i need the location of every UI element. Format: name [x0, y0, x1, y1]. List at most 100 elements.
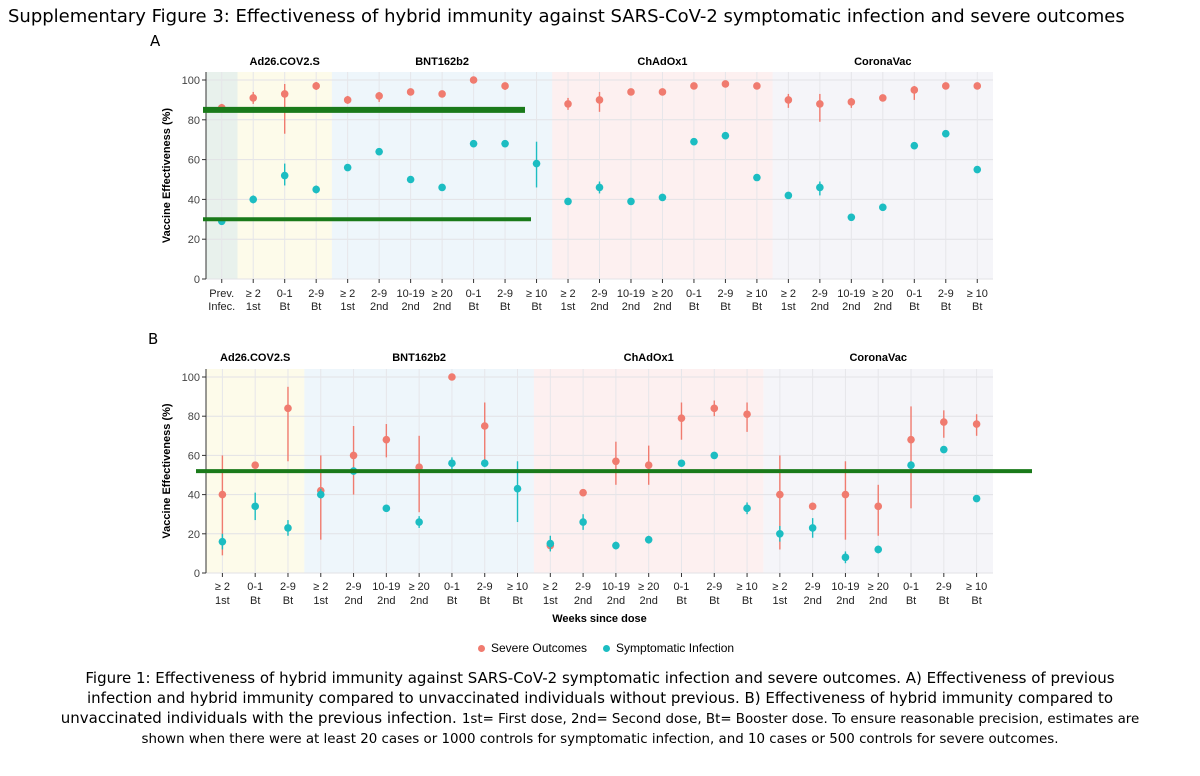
panel-b-x-tick-label-bottom-8: Bt — [480, 595, 490, 607]
panel-b-x-tick-label-top-0: ≥ 2 — [215, 581, 230, 593]
panel-a-x-tick-label-top-6: 10-19 — [397, 288, 425, 300]
legend-dot-severe — [478, 644, 485, 652]
caption-line-3: unvaccinated individuals with the previo… — [20, 708, 1180, 730]
panel-b-x-tick-label-top-11: 2-9 — [575, 581, 591, 593]
panel-b-x-tick-label-top-1: 0-1 — [247, 581, 263, 593]
panel-b-group-label-2: ChAdOx1 — [624, 352, 674, 364]
panel-a-series-0-point-23 — [973, 82, 982, 90]
panel-a-x-tick-label-bottom-21: 2nd — [874, 301, 892, 313]
hybrid-immunity-chart: 0 20 40 60 80 100 Vaccine Effectiveness (%) Ad2… — [161, 56, 1032, 625]
panel-a-series-0-point-5 — [375, 92, 383, 100]
panel-b-series-0-point-19 — [874, 502, 883, 511]
figure-title: Supplementary Figure 3: Effectiveness of… — [8, 6, 1125, 27]
panel-a-series-0-point-16 — [753, 82, 761, 90]
panel-b-x-tick-label-bottom-16: Bt — [742, 595, 752, 607]
panel-a-group-label-2: BNT162b2 — [415, 56, 469, 68]
panel-a-x-tick-label-top-3: 2-9 — [308, 288, 324, 300]
panel-a-x-tick-label-top-20: 10-19 — [837, 288, 865, 300]
panel-b-series-0-point-18 — [841, 490, 850, 499]
panel-b-series-0-point-2 — [284, 404, 292, 413]
panel-a-x-tick-label-top-22: 0-1 — [906, 288, 922, 300]
panel-b-x-tick-label-top-7: 0-1 — [444, 581, 460, 593]
panel-a-x-tick-label-top-17: ≥ 10 — [746, 288, 767, 300]
panel-a-x-tick-label-top-23: 2-9 — [938, 288, 954, 300]
legend-item-symptomatic: Symptomatic Infection — [603, 641, 734, 655]
panel-b-series-0-point-14 — [710, 404, 719, 413]
panel-a-group-label-4: CoronaVac — [854, 56, 911, 68]
panel-a-series-1-point-5 — [375, 147, 383, 156]
panel-b-series-0-point-15 — [743, 410, 751, 419]
panel-b-y-axis-label: Vaccine Effectiveness (%) — [161, 403, 173, 538]
panel-a-series-1-point-21 — [879, 203, 887, 212]
panel-a-x-tick-label-bottom-18: 1st — [781, 301, 796, 313]
panel-a-series-1-point-12 — [595, 183, 604, 192]
panel-a-series-0-point-8 — [469, 76, 478, 84]
panel-b-group-label-1: BNT162b2 — [392, 352, 446, 364]
panel-a-series-1-point-22 — [910, 141, 919, 150]
panel-b-series-0-point-0 — [218, 490, 227, 499]
panel-b-y-tick-label-4: 80 — [188, 411, 200, 423]
panel-a-series-1-point-7 — [438, 183, 446, 192]
panel-b-series-1-point-21 — [907, 461, 915, 470]
panel-a-x-tick-label-bottom-5: 2nd — [370, 301, 388, 313]
panel-a-x-tick-label-bottom-2: Bt — [279, 301, 289, 313]
panel-b-group-label-3: CoronaVac — [849, 352, 906, 364]
panel-a-x-tick-label-top-24: ≥ 10 — [967, 288, 988, 300]
panel-b-x-tick-label-top-12: 10-19 — [602, 581, 630, 593]
panel-b-x-tick-label-top-14: 0-1 — [674, 581, 690, 593]
panel-b-series-0-point-11 — [612, 457, 620, 466]
panel-a-x-tick-label-bottom-3: Bt — [311, 301, 321, 313]
panel-a-y-tick-label-2: 40 — [188, 194, 200, 206]
panel-a-series-0-point-13 — [658, 88, 667, 96]
panel-b-x-tick-label-top-9: ≥ 10 — [507, 581, 528, 593]
panel-b-series-1-point-20 — [874, 545, 883, 554]
panel-b-x-tick-label-top-22: 2-9 — [936, 581, 952, 593]
panel-a-x-tick-label-top-7: ≥ 20 — [431, 288, 452, 300]
panel-a-x-tick-label-bottom-0: Infec. — [208, 301, 235, 313]
panel-a-x-tick-label-bottom-16: Bt — [720, 301, 730, 313]
panel-b-x-tick-label-bottom-20: 2nd — [869, 595, 887, 607]
panel-b-x-tick-label-bottom-13: 2nd — [640, 595, 658, 607]
panel-a-x-tick-label-top-8: 0-1 — [466, 288, 482, 300]
panel-a-y-tick-label-1: 20 — [188, 234, 200, 246]
panel-a-series-0-point-15 — [721, 80, 730, 88]
panel-a-x-tick-label-top-5: 2-9 — [371, 288, 387, 300]
panel-b-x-tick-label-top-2: 2-9 — [280, 581, 296, 593]
panel-b-x-tick-label-top-8: 2-9 — [477, 581, 493, 593]
panel-b-x-tick-label-bottom-23: Bt — [971, 595, 981, 607]
panel-a-x-tick-label-bottom-14: 2nd — [653, 301, 671, 313]
panel-b-y-tick-label-2: 40 — [188, 490, 200, 502]
panel-b-series-0-point-22 — [972, 420, 981, 428]
panel-b-series-1-point-6 — [415, 518, 423, 526]
panel-a-x-tick-label-bottom-4: 1st — [340, 301, 355, 313]
panel-a-x-tick-label-top-15: 0-1 — [686, 288, 702, 300]
panel-b-series-1-point-13 — [644, 535, 653, 544]
panel-a-series-0-point-1 — [249, 94, 258, 102]
panel-a-series-1-point-8 — [469, 139, 478, 148]
panel-b-series-0-point-8 — [480, 422, 489, 430]
panel-a-series-1-point-6 — [406, 175, 415, 184]
panel-a-series-0-point-21 — [910, 86, 919, 94]
panel-b-x-tick-label-bottom-7: Bt — [447, 595, 457, 607]
panel-a-series-0-point-19 — [847, 98, 856, 106]
panel-a-y-tick-label-4: 80 — [188, 115, 200, 127]
panel-a-x-tick-label-top-10: ≥ 10 — [526, 288, 547, 300]
panel-a-series-0-point-4 — [343, 96, 352, 104]
panel-b-letter: B — [148, 330, 159, 348]
panel-b-series-0-point-20 — [907, 435, 915, 444]
panel-a-series-0-point-12 — [627, 88, 635, 96]
panel-b-x-tick-label-bottom-11: 2nd — [574, 595, 592, 607]
panel-b-x-tick-label-bottom-10: 1st — [543, 595, 558, 607]
panel-a-x-tick-label-bottom-1: 1st — [246, 301, 261, 313]
panel-b-series-0-point-6 — [415, 463, 423, 471]
panel-a-x-tick-label-top-1: ≥ 2 — [246, 288, 261, 300]
caption-line-3-small: 1st= First dose, 2nd= Second dose, Bt= B… — [461, 712, 1140, 727]
caption-line-1: Figure 1: Effectiveness of hybrid immuni… — [85, 669, 1115, 687]
panel-a-x-tick-label-bottom-23: Bt — [941, 301, 951, 313]
panel-a-x-tick-label-bottom-11: 1st — [561, 301, 576, 313]
panel-b-series-1-point-15 — [710, 451, 719, 460]
panel-a-series-1-point-23 — [941, 129, 950, 138]
panel-b-x-tick-label-top-5: 10-19 — [372, 581, 400, 593]
panel-a-series-1-point-24 — [973, 165, 982, 174]
panel-b-x-tick-label-top-6: ≥ 20 — [408, 581, 429, 593]
